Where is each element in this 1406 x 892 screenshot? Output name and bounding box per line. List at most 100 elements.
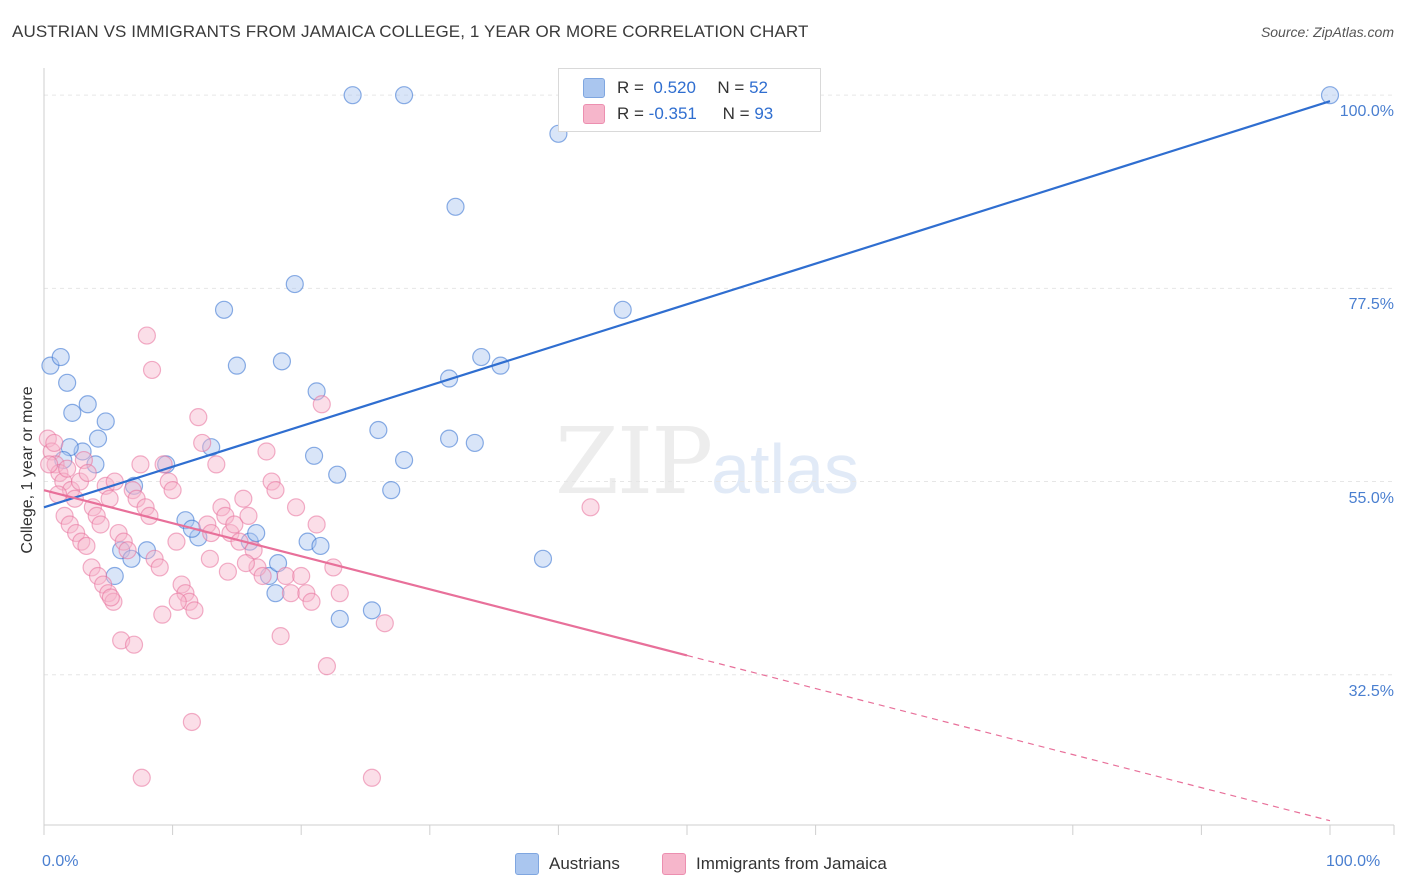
y-tick-label: 55.0% — [1348, 489, 1394, 507]
legend-swatch-blue — [515, 853, 539, 875]
jamaica-point — [185, 601, 204, 620]
jamaica-point — [302, 592, 321, 611]
jamaica-point — [45, 433, 64, 453]
x-tick-label-min: 0.0% — [42, 853, 79, 870]
jamaica-point — [212, 498, 231, 517]
watermark-zip: ZIP — [555, 408, 713, 515]
jamaica-point — [145, 549, 164, 568]
jamaica-point — [236, 554, 256, 573]
jamaica-point — [150, 558, 169, 577]
austrians-point — [343, 86, 362, 105]
jamaica-point — [218, 562, 237, 581]
legend-n-value: 52 — [749, 78, 768, 97]
legend-n-label: N = — [722, 104, 750, 123]
jamaica-point — [109, 523, 128, 543]
jamaica-point — [207, 455, 226, 474]
jamaica-point — [132, 768, 151, 787]
austrians-point — [369, 420, 388, 440]
jamaica-point — [46, 455, 65, 474]
jamaica-point — [55, 506, 74, 525]
jamaica-point — [101, 588, 120, 607]
austrians-point — [465, 433, 484, 453]
jamaica-point — [87, 506, 106, 525]
jamaica-point — [375, 614, 394, 633]
legend-label-jamaica: Immigrants from Jamaica — [696, 854, 887, 873]
jamaica-point — [271, 627, 290, 646]
austrians-point — [202, 438, 221, 457]
jamaica-trendline-extrapolated — [686, 654, 1331, 822]
series-legend: Austrians Immigrants from Jamaica — [0, 853, 1406, 877]
austrians-point — [266, 584, 285, 603]
jamaica-point — [262, 472, 281, 491]
correlation-legend: R = 0.520 N = 52 R = -0.351 N = 93 — [558, 68, 821, 132]
chart-title: AUSTRIAN VS IMMIGRANTS FROM JAMAICA COLL… — [12, 22, 809, 41]
jamaica-point — [248, 558, 267, 577]
jamaica-point — [253, 566, 272, 586]
austrians-point — [362, 601, 382, 620]
jamaica-point — [77, 536, 96, 556]
jamaica-point — [362, 768, 382, 787]
austrians-point — [285, 274, 304, 294]
jamaica-point — [58, 459, 77, 478]
jamaica-point — [193, 433, 212, 453]
jamaica-point — [159, 472, 178, 491]
jamaica-point — [167, 532, 186, 551]
jamaica-point — [168, 592, 187, 611]
austrians-point — [394, 86, 414, 105]
jamaica-point — [91, 515, 110, 534]
austrians-point — [122, 549, 141, 568]
jamaica-point — [131, 455, 150, 474]
austrians-point — [439, 429, 459, 448]
y-tick-label: 100.0% — [1339, 103, 1394, 121]
jamaica-point — [297, 584, 316, 603]
jamaica-trendline — [43, 489, 688, 657]
jamaica-point — [137, 326, 156, 345]
austrians-trendline — [43, 100, 1331, 509]
jamaica-point — [200, 549, 219, 568]
legend-swatch-pink — [662, 853, 686, 875]
austrians-point — [328, 465, 347, 484]
jamaica-point — [172, 575, 191, 594]
legend-n-value: 93 — [754, 104, 774, 123]
austrians-point — [51, 347, 70, 367]
austrians-point — [533, 549, 553, 568]
jamaica-point — [123, 481, 142, 500]
jamaica-point — [234, 489, 253, 508]
austrians-point — [394, 450, 414, 470]
legend-r-label: R = — [617, 104, 644, 123]
austrians-point — [96, 412, 115, 431]
austrians-point — [78, 395, 97, 414]
legend-row-austrians: R = 0.520 N = 52 — [583, 76, 768, 100]
legend-n-label: N = — [717, 78, 745, 97]
austrians-point — [472, 347, 491, 367]
jamaica-point — [114, 532, 133, 551]
jamaica-point — [292, 566, 311, 586]
austrians-point — [247, 523, 266, 543]
austrians-point — [382, 481, 401, 500]
jamaica-point — [317, 657, 337, 676]
austrians-point — [58, 373, 77, 392]
legend-swatch-pink — [583, 104, 605, 124]
jamaica-point — [330, 584, 349, 603]
austrians-point — [63, 403, 82, 422]
austrians-point — [227, 356, 246, 375]
austrians-point — [330, 609, 349, 629]
jamaica-point — [163, 481, 182, 500]
jamaica-point — [312, 395, 331, 414]
legend-item-jamaica: Immigrants from Jamaica — [662, 853, 887, 875]
jamaica-point — [276, 566, 295, 586]
austrians-point — [613, 300, 632, 319]
jamaica-point — [118, 541, 137, 560]
y-tick-label: 32.5% — [1348, 682, 1394, 700]
austrians-point — [304, 446, 324, 465]
jamaica-point — [153, 605, 172, 624]
legend-row-jamaica: R = -0.351 N = 93 — [583, 102, 773, 126]
jamaica-point — [40, 455, 59, 474]
jamaica-point — [581, 498, 600, 517]
legend-r-value: 0.520 — [653, 78, 696, 97]
jamaica-point — [239, 506, 258, 525]
legend-swatch-blue — [583, 78, 605, 98]
watermark: ZIPatlas — [555, 408, 859, 515]
legend-item-austrians: Austrians — [515, 853, 620, 875]
austrians-point — [311, 536, 330, 556]
